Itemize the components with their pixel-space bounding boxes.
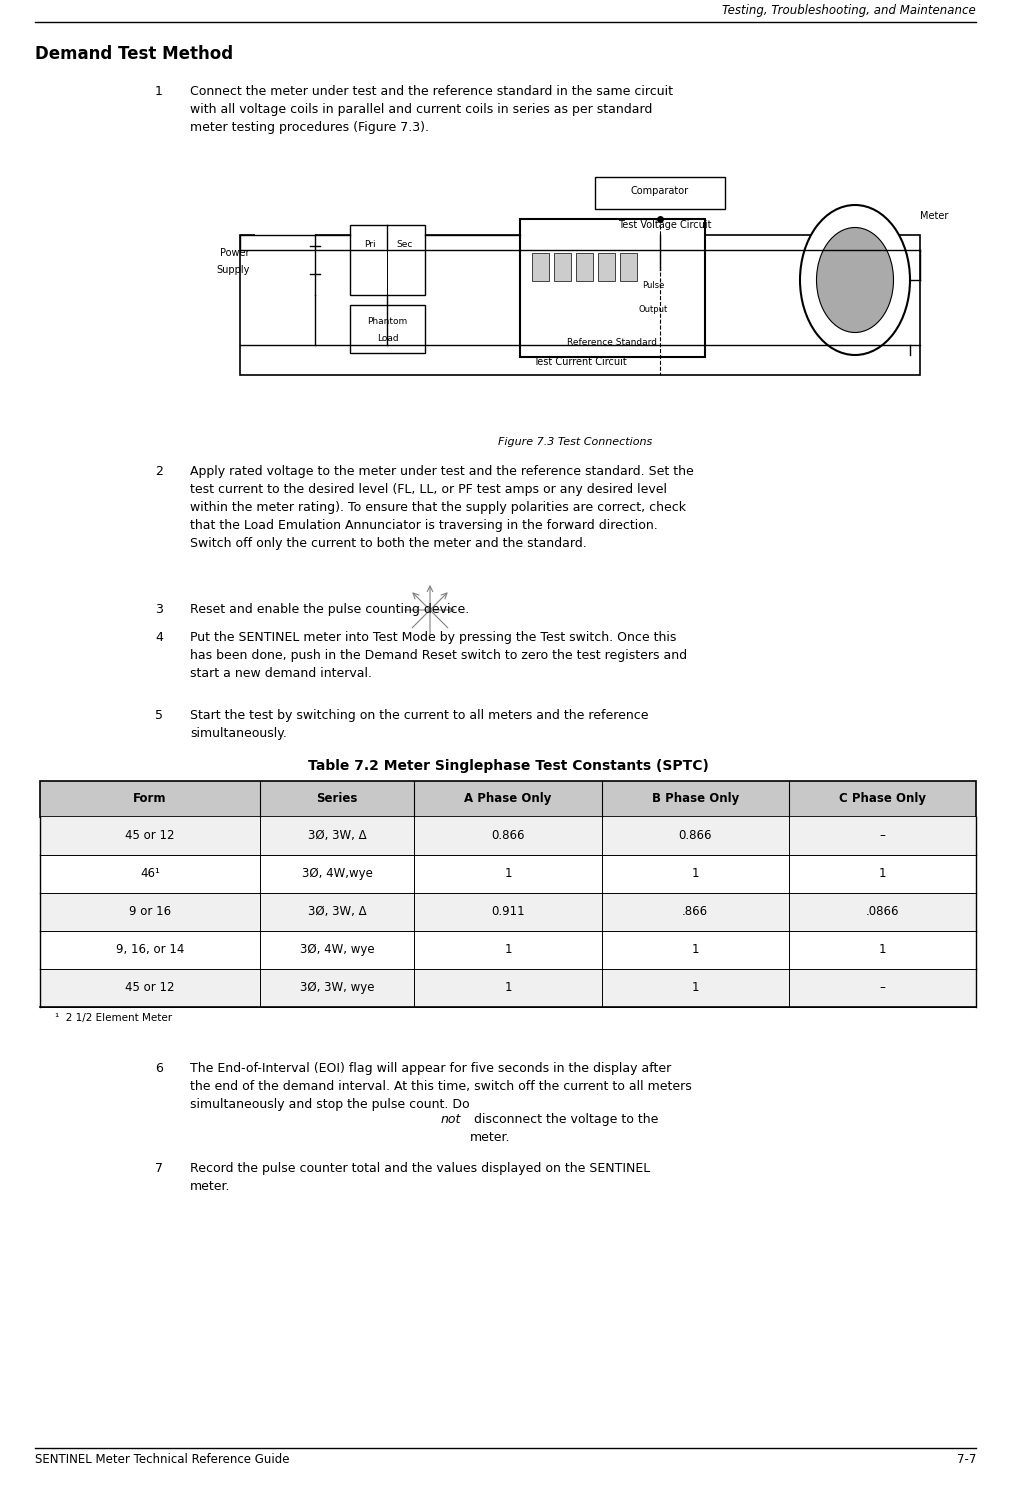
Text: Testing, Troubleshooting, and Maintenance: Testing, Troubleshooting, and Maintenanc…: [722, 4, 976, 16]
Bar: [598, 253, 615, 282]
Text: ¹  2 1/2 Element Meter: ¹ 2 1/2 Element Meter: [55, 1013, 172, 1024]
Text: 3Ø, 4W,wye: 3Ø, 4W,wye: [302, 867, 373, 881]
Text: Apply rated voltage to the meter under test and the reference standard. Set the
: Apply rated voltage to the meter under t…: [190, 465, 694, 550]
Text: 46¹: 46¹: [140, 867, 160, 881]
Text: Meter: Meter: [920, 212, 948, 221]
Text: Record the pulse counter total and the values displayed on the SENTINEL
meter.: Record the pulse counter total and the v…: [190, 1162, 650, 1193]
Text: Put the SENTINEL meter into Test Mode by pressing the Test switch. Once this
has: Put the SENTINEL meter into Test Mode by…: [190, 630, 687, 679]
Text: 7-7: 7-7: [957, 1453, 976, 1466]
Text: 0.911: 0.911: [491, 906, 525, 918]
Text: Reference Standard: Reference Standard: [568, 338, 657, 347]
Text: Connect the meter under test and the reference standard in the same circuit
with: Connect the meter under test and the ref…: [190, 85, 673, 134]
Text: Test Voltage Circuit: Test Voltage Circuit: [619, 221, 712, 229]
Text: 9, 16, or 14: 9, 16, or 14: [116, 943, 184, 957]
Bar: [40, 931, 976, 968]
Text: 2: 2: [155, 465, 163, 478]
Text: SENTINEL Meter Technical Reference Guide: SENTINEL Meter Technical Reference Guide: [35, 1453, 290, 1466]
Text: Table 7.2 Meter Singlephase Test Constants (SPTC): Table 7.2 Meter Singlephase Test Constan…: [308, 758, 708, 773]
Text: Series: Series: [317, 793, 358, 806]
Bar: [554, 253, 571, 282]
Bar: [620, 253, 637, 282]
Text: 1: 1: [879, 867, 886, 881]
Text: –: –: [880, 830, 885, 842]
Text: Pulse: Pulse: [642, 282, 664, 291]
Text: –: –: [880, 982, 885, 994]
Text: Sec: Sec: [396, 240, 412, 249]
Text: 3: 3: [155, 603, 163, 615]
Text: 3Ø, 4W, wye: 3Ø, 4W, wye: [300, 943, 375, 957]
Text: 5: 5: [155, 709, 163, 723]
Text: The End-of-Interval (EOI) flag will appear for five seconds in the display after: The End-of-Interval (EOI) flag will appe…: [190, 1062, 692, 1112]
Bar: [40, 781, 976, 817]
Bar: [532, 253, 549, 282]
Bar: [350, 225, 425, 295]
Ellipse shape: [800, 206, 910, 355]
Text: 1: 1: [504, 982, 512, 994]
Bar: [240, 235, 920, 375]
Text: Demand Test Method: Demand Test Method: [35, 45, 233, 63]
Text: 1: 1: [879, 943, 886, 957]
Bar: [520, 219, 705, 358]
Text: B Phase Only: B Phase Only: [651, 793, 739, 806]
Text: 4: 4: [155, 630, 163, 644]
Text: 0.866: 0.866: [492, 830, 524, 842]
Bar: [40, 968, 976, 1007]
Text: 3Ø, 3W, wye: 3Ø, 3W, wye: [300, 982, 375, 994]
Text: 6: 6: [155, 1062, 163, 1074]
Text: 1: 1: [692, 867, 699, 881]
Text: 3Ø, 3W, Δ: 3Ø, 3W, Δ: [308, 830, 367, 842]
Text: 3Ø, 3W, Δ: 3Ø, 3W, Δ: [308, 906, 367, 918]
Text: Form: Form: [133, 793, 167, 806]
Text: 1: 1: [692, 982, 699, 994]
Text: .866: .866: [682, 906, 708, 918]
Text: 7: 7: [155, 1162, 163, 1176]
Text: 0.866: 0.866: [679, 830, 712, 842]
Bar: [595, 177, 725, 209]
Text: Comparator: Comparator: [631, 186, 689, 197]
Text: Power: Power: [220, 247, 250, 258]
Text: Supply: Supply: [216, 265, 250, 276]
Bar: [576, 253, 593, 282]
Text: C Phase Only: C Phase Only: [839, 793, 926, 806]
Bar: [40, 817, 976, 855]
Text: 45 or 12: 45 or 12: [125, 982, 175, 994]
Text: 1: 1: [692, 943, 699, 957]
Text: Test Current Circuit: Test Current Circuit: [533, 358, 627, 367]
Text: Output: Output: [639, 304, 668, 313]
Text: disconnect the voltage to the
meter.: disconnect the voltage to the meter.: [469, 1113, 658, 1144]
Text: A Phase Only: A Phase Only: [464, 793, 552, 806]
Text: 1: 1: [504, 943, 512, 957]
Bar: [350, 305, 425, 353]
Text: Load: Load: [377, 334, 398, 344]
Bar: [40, 855, 976, 893]
Bar: [255, 225, 315, 295]
Text: Pri: Pri: [365, 240, 376, 249]
Text: Figure 7.3 Test Connections: Figure 7.3 Test Connections: [498, 437, 652, 447]
Text: Start the test by switching on the current to all meters and the reference
simul: Start the test by switching on the curre…: [190, 709, 648, 741]
Text: 1: 1: [155, 85, 163, 98]
Text: 9 or 16: 9 or 16: [129, 906, 171, 918]
Text: 45 or 12: 45 or 12: [125, 830, 175, 842]
Bar: [40, 893, 976, 931]
Ellipse shape: [817, 228, 893, 332]
Text: Phantom: Phantom: [368, 317, 407, 326]
Text: not: not: [441, 1113, 461, 1126]
Text: 1: 1: [504, 867, 512, 881]
Text: .0866: .0866: [866, 906, 899, 918]
Text: Reset and enable the pulse counting device.: Reset and enable the pulse counting devi…: [190, 603, 469, 615]
Bar: [40, 781, 976, 817]
